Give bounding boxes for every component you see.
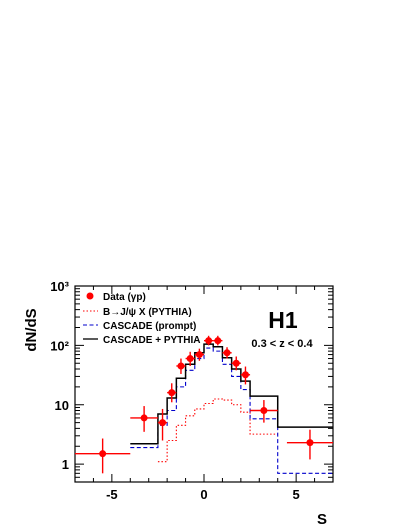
y-tick-label: 10	[55, 398, 69, 413]
y-tick-label: 10³	[50, 279, 69, 294]
data-point	[241, 371, 249, 379]
data-point	[205, 337, 213, 345]
x-tick-label: -5	[106, 487, 118, 502]
x-axis-label: S	[317, 511, 327, 528]
data-point	[223, 349, 231, 357]
histogram-cascade-pythia	[130, 343, 333, 445]
x-tick-label: 5	[293, 487, 300, 502]
data-point	[159, 419, 167, 427]
data-points-layer	[75, 335, 333, 474]
histogram-cascade-prompt	[130, 347, 333, 474]
data-point	[140, 414, 148, 422]
histogram-b-j-x-pythia	[157, 398, 278, 463]
data-point	[186, 355, 194, 363]
legend-marker-data	[86, 292, 94, 300]
data-point	[195, 351, 203, 359]
legend-label-cascade-prompt: CASCADE (prompt)	[103, 321, 196, 332]
legend-entry-pythia: B→J/ψ X (PYTHIA)	[83, 307, 192, 318]
legend: Data (γp) B→J/ψ X (PYTHIA) CASCADE (prom…	[83, 292, 201, 346]
legend-label-pythia: B→J/ψ X (PYTHIA)	[103, 307, 192, 318]
legend-label-data: Data (γp)	[103, 292, 146, 303]
data-point	[260, 407, 268, 415]
legend-entry-cascade-pythia: CASCADE + PYTHIA	[83, 335, 201, 346]
legend-entry-cascade-prompt: CASCADE (prompt)	[83, 321, 196, 332]
experiment-label: H1	[268, 307, 298, 333]
data-point	[99, 450, 107, 458]
legend-label-cascade-pythia: CASCADE + PYTHIA	[103, 335, 201, 346]
cut-label: 0.3 < z < 0.4	[251, 338, 313, 350]
legend-entry-data: Data (γp)	[86, 292, 146, 303]
axis-ticks: -5 0 5 1 10 10² 10³	[50, 279, 334, 502]
data-point	[168, 389, 176, 397]
data-point	[214, 337, 222, 345]
data-point	[177, 362, 185, 370]
y-tick-label: 1	[62, 457, 69, 472]
y-tick-label: 10²	[50, 338, 69, 353]
x-tick-label: 0	[200, 487, 207, 502]
data-point	[232, 359, 240, 367]
data-point	[306, 439, 314, 447]
y-axis-label: dN/dS	[23, 308, 40, 351]
